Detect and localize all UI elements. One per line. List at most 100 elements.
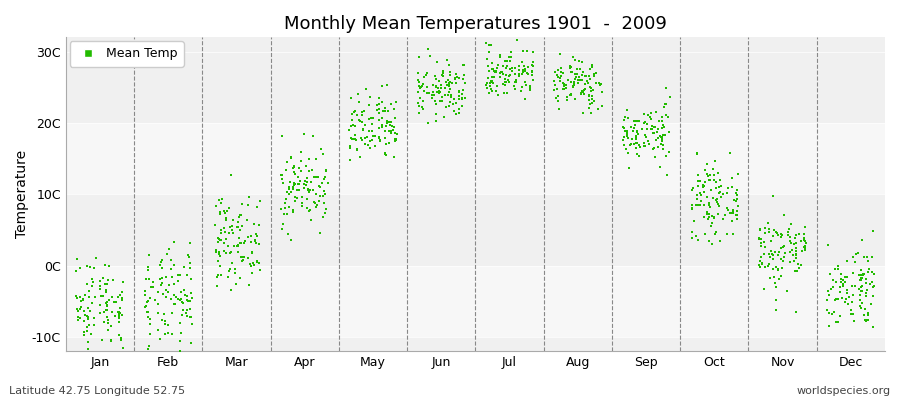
- Point: [378, 134, 392, 141]
- Point: [637, 119, 652, 126]
- Point: [854, 277, 868, 283]
- Point: [859, 275, 873, 282]
- Point: [104, 338, 118, 344]
- Point: [234, 239, 248, 246]
- Point: [550, 86, 564, 92]
- Point: [212, 236, 226, 242]
- Point: [302, 189, 317, 195]
- Point: [785, 246, 799, 253]
- Point: [251, 260, 266, 266]
- Point: [286, 207, 301, 213]
- Point: [511, 63, 526, 69]
- Point: [99, 300, 113, 306]
- Point: [713, 238, 727, 244]
- Point: [102, 296, 116, 303]
- Point: [418, 72, 433, 78]
- Point: [851, 272, 866, 278]
- Point: [564, 78, 579, 85]
- Point: [554, 74, 568, 81]
- Point: [141, 309, 156, 316]
- Point: [173, 272, 187, 278]
- Point: [493, 69, 508, 76]
- Point: [359, 134, 374, 140]
- Point: [86, 314, 101, 321]
- Point: [838, 279, 852, 286]
- Point: [232, 227, 247, 233]
- Point: [719, 190, 733, 196]
- Point: [116, 345, 130, 351]
- Point: [578, 81, 592, 87]
- Point: [165, 310, 179, 316]
- Point: [379, 141, 393, 148]
- Point: [108, 313, 122, 320]
- Point: [630, 128, 644, 134]
- Point: [278, 200, 293, 207]
- Point: [113, 292, 128, 298]
- Point: [158, 274, 173, 281]
- Point: [150, 301, 165, 308]
- Point: [318, 210, 332, 217]
- Point: [754, 254, 769, 261]
- Point: [548, 82, 562, 89]
- Point: [702, 214, 716, 220]
- Point: [619, 130, 634, 136]
- Point: [838, 299, 852, 305]
- Point: [834, 276, 849, 282]
- Point: [160, 330, 175, 336]
- Point: [490, 83, 504, 89]
- Point: [357, 140, 372, 147]
- Point: [380, 118, 394, 124]
- Point: [455, 90, 470, 97]
- Point: [573, 66, 588, 72]
- Point: [848, 259, 862, 265]
- Point: [773, 245, 788, 251]
- Point: [789, 248, 804, 255]
- Point: [449, 71, 464, 77]
- Point: [867, 271, 881, 278]
- Point: [644, 123, 659, 130]
- Point: [101, 276, 115, 283]
- Point: [503, 58, 517, 64]
- Point: [456, 62, 471, 69]
- Point: [826, 284, 841, 290]
- Point: [221, 205, 236, 212]
- Point: [180, 252, 194, 258]
- Point: [297, 185, 311, 192]
- Point: [379, 123, 393, 129]
- Point: [282, 186, 296, 192]
- Point: [523, 84, 537, 90]
- Point: [840, 289, 854, 296]
- Point: [437, 114, 452, 121]
- Point: [498, 58, 512, 64]
- Point: [867, 283, 881, 289]
- Point: [383, 101, 398, 107]
- Point: [485, 66, 500, 73]
- Point: [624, 124, 638, 130]
- Point: [343, 143, 357, 150]
- Point: [296, 181, 310, 187]
- Point: [171, 277, 185, 284]
- Point: [285, 184, 300, 190]
- Point: [150, 289, 165, 295]
- Point: [375, 124, 390, 130]
- Point: [831, 263, 845, 270]
- Point: [345, 136, 359, 142]
- Point: [498, 75, 512, 82]
- Point: [511, 72, 526, 79]
- Point: [860, 310, 875, 316]
- Point: [480, 56, 494, 62]
- Point: [390, 131, 404, 137]
- Point: [355, 112, 369, 119]
- Point: [212, 197, 226, 204]
- Point: [106, 277, 121, 284]
- Point: [220, 208, 234, 214]
- Point: [559, 82, 573, 88]
- Point: [616, 142, 631, 149]
- Point: [87, 350, 102, 357]
- Point: [288, 194, 302, 200]
- Point: [429, 83, 444, 90]
- Point: [386, 127, 400, 134]
- Point: [159, 251, 174, 258]
- Point: [378, 108, 392, 114]
- Point: [796, 237, 811, 243]
